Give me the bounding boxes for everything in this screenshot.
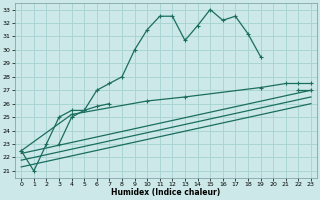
X-axis label: Humidex (Indice chaleur): Humidex (Indice chaleur) [111,188,221,197]
